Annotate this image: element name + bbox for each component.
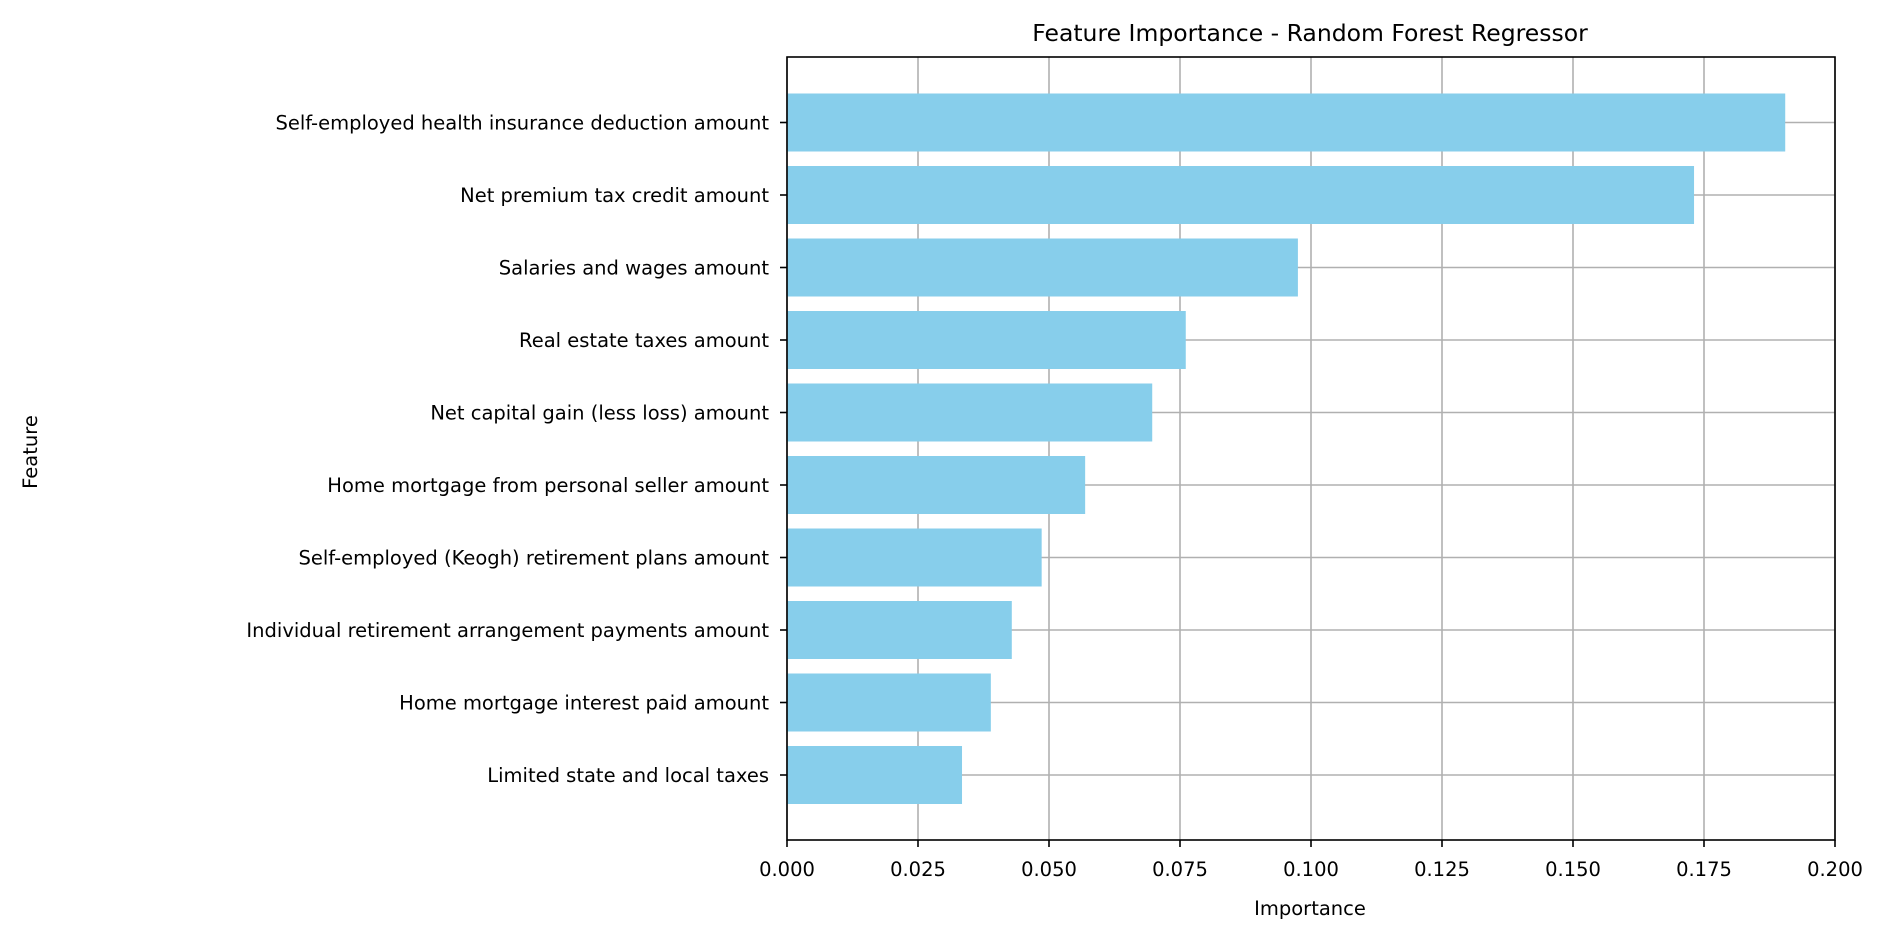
x-tick-label: 0.150 <box>1545 858 1601 881</box>
y-axis-ticks: Self-employed health insurance deduction… <box>246 112 787 787</box>
x-axis-label: Importance <box>1254 897 1366 920</box>
x-tick-label: 0.050 <box>1021 858 1077 881</box>
y-tick-label: Self-employed (Keogh) retirement plans a… <box>299 547 770 570</box>
y-tick-label: Net capital gain (less loss) amount <box>430 402 769 425</box>
bar <box>787 746 963 804</box>
bars <box>787 93 1786 804</box>
bar <box>787 238 1298 297</box>
x-tick-label: 0.000 <box>759 858 815 881</box>
bar <box>787 166 1695 224</box>
bar <box>787 311 1186 369</box>
x-axis-ticks: 0.000 0.025 0.050 0.075 0.100 0.125 0.150 0.175… <box>759 840 1863 881</box>
y-tick-label: Self-employed health insurance deduction… <box>275 112 769 135</box>
bar <box>787 93 1786 152</box>
y-tick-label: Real estate taxes amount <box>519 329 769 352</box>
bar <box>787 601 1012 659</box>
y-tick-label: Limited state and local taxes <box>487 764 769 787</box>
bar <box>787 673 991 732</box>
x-tick-label: 0.200 <box>1807 858 1863 881</box>
y-tick-label: Home mortgage from personal seller amoun… <box>327 474 769 497</box>
x-tick-label: 0.100 <box>1283 858 1339 881</box>
y-tick-label: Individual retirement arrangement paymen… <box>246 619 769 642</box>
x-tick-label: 0.075 <box>1152 858 1208 881</box>
bar <box>787 528 1042 587</box>
y-tick-label: Salaries and wages amount <box>499 257 770 280</box>
y-axis-label: Feature <box>19 415 42 489</box>
bar <box>787 383 1153 442</box>
chart-title: Feature Importance - Random Forest Regre… <box>1032 19 1588 47</box>
y-tick-label: Home mortgage interest paid amount <box>399 692 769 715</box>
bar <box>787 456 1086 514</box>
x-tick-label: 0.125 <box>1414 858 1470 881</box>
y-tick-label: Net premium tax credit amount <box>460 184 769 207</box>
x-tick-label: 0.175 <box>1676 858 1732 881</box>
x-tick-label: 0.025 <box>890 858 946 881</box>
